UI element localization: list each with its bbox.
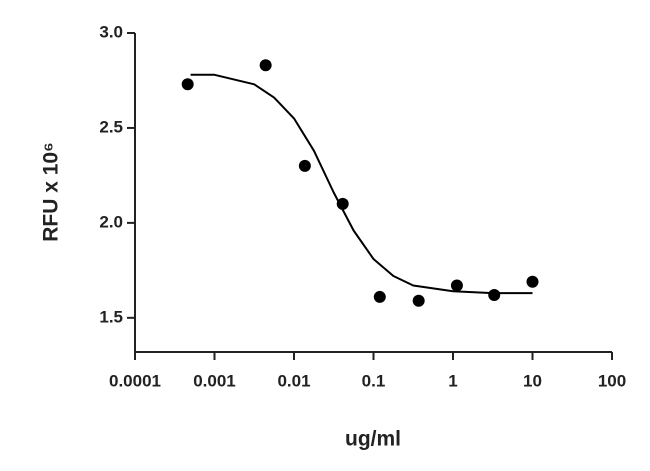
y-tick-label: 2.0 [99,212,123,231]
data-point [259,59,272,72]
y-axis-title: RFU x 10⁶ [40,142,63,242]
x-tick-label: 0.001 [193,371,236,390]
data-point [488,289,501,302]
data-point [298,159,311,172]
x-tick-label: 0.01 [277,371,310,390]
data-point [412,294,425,307]
data-point [373,290,386,303]
x-axis-title: ug/ml [345,428,401,451]
data-point [181,78,194,91]
y-tick-label: 3.0 [99,22,123,41]
y-tick-label: 1.5 [99,307,123,326]
fit-curve [190,73,533,295]
data-point [336,197,349,210]
y-tick-label: 2.5 [99,117,123,136]
x-tick-label: 0.0001 [109,371,161,390]
x-tick-label: 10 [523,371,542,390]
x-tick-label: 1 [448,371,457,390]
data-point [526,275,539,288]
x-tick-label: 100 [598,371,626,390]
data-point [450,279,463,292]
x-tick-label: 0.1 [362,371,386,390]
